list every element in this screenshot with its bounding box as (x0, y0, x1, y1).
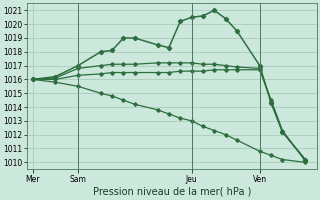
X-axis label: Pression niveau de la mer( hPa ): Pression niveau de la mer( hPa ) (92, 187, 251, 197)
